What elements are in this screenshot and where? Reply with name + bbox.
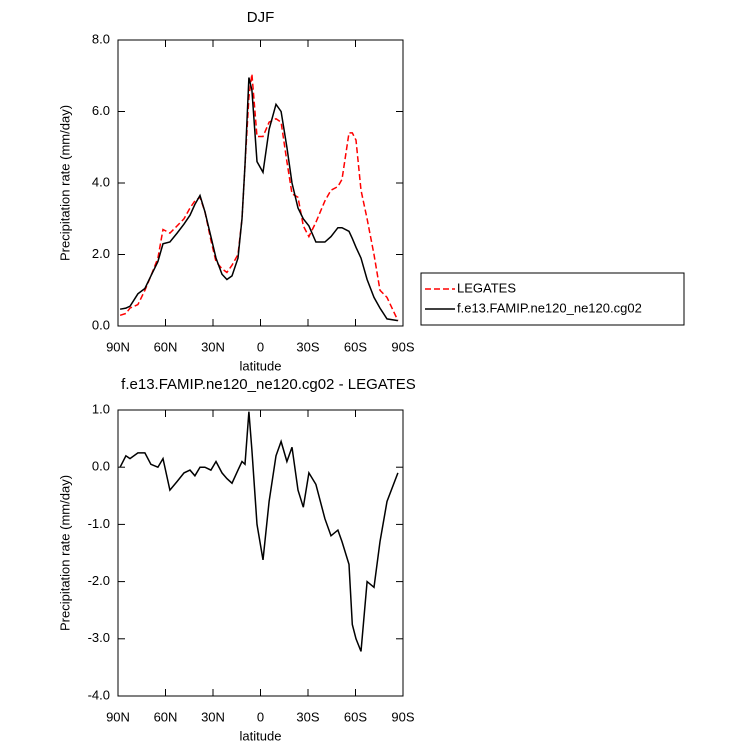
legend-label: LEGATES <box>457 280 516 295</box>
y-tick-label: 2.0 <box>92 246 110 261</box>
x-axis-label: latitude <box>240 358 282 373</box>
y-tick-label: -2.0 <box>88 573 110 588</box>
y-tick-label: 1.0 <box>92 401 110 416</box>
x-tick-label: 60N <box>154 339 178 354</box>
x-tick-label: 60S <box>344 339 367 354</box>
x-tick-label: 30S <box>296 709 319 724</box>
legend-label: f.e13.FAMIP.ne120_ne120.cg02 <box>457 300 642 315</box>
x-tick-label: 90S <box>391 709 414 724</box>
x-tick-label: 0 <box>257 339 264 354</box>
y-tick-label: 6.0 <box>92 103 110 118</box>
data-line <box>119 77 399 322</box>
y-tick-label: 8.0 <box>92 31 110 46</box>
y-tick-label: -1.0 <box>88 516 110 531</box>
x-tick-label: 90N <box>106 339 130 354</box>
y-axis-label: Precipitation rate (mm/day) <box>57 475 72 631</box>
y-axis-label: Precipitation rate (mm/day) <box>57 105 72 261</box>
x-tick-label: 30S <box>296 339 319 354</box>
y-tick-label: -4.0 <box>88 687 110 702</box>
chart-title: f.e13.FAMIP.ne120_ne120.cg02 - LEGATES <box>121 376 416 393</box>
chart-title: DJF <box>247 9 275 26</box>
y-tick-label: 0.0 <box>92 317 110 332</box>
x-tick-label: 30N <box>201 339 225 354</box>
x-tick-label: 0 <box>257 709 264 724</box>
x-tick-label: 90S <box>391 339 414 354</box>
y-tick-label: -3.0 <box>88 630 110 645</box>
x-axis-label: latitude <box>240 728 282 743</box>
plot-frame <box>117 409 404 697</box>
y-tick-label: 4.0 <box>92 174 110 189</box>
data-line <box>119 411 399 652</box>
legend-box <box>420 272 685 326</box>
x-tick-label: 30N <box>201 709 225 724</box>
data-line <box>119 73 399 321</box>
x-tick-label: 60S <box>344 709 367 724</box>
plot-frame <box>117 39 404 327</box>
x-tick-label: 60N <box>154 709 178 724</box>
x-tick-label: 90N <box>106 709 130 724</box>
y-tick-label: 0.0 <box>92 459 110 474</box>
